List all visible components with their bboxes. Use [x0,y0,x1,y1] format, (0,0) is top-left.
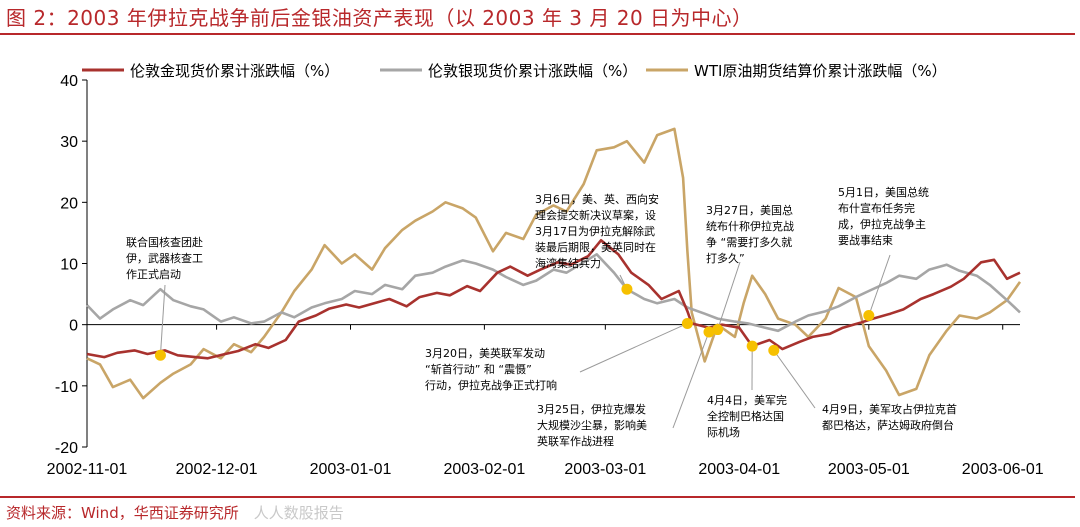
y-tick-label: -20 [55,440,78,457]
annotation-text-may1: 布什宣布任务完 [838,201,915,215]
y-tick-label: 10 [60,257,78,274]
annotation-leader-may1 [868,254,891,316]
annotation-marker-un [154,349,166,361]
legend-label-0: 伦敦金现货价累计涨跌幅（%） [130,62,339,80]
x-tick-label: 2003-05-01 [828,461,910,478]
annotation-leader-mar27 [717,261,741,330]
y-tick-label: 30 [60,134,78,151]
annotation-text-un: 联合国核查团赴 [126,235,203,249]
chart: -20 -10 0 10 20 30 40 2002-11-01 2002-12-01 2003-… [47,62,1044,478]
annotation-text-mar6: 3月6日，美、英、西向安 [535,192,659,206]
annotation-text-mar27: 打多久” [706,251,745,265]
x-tick-label: 2003-04-01 [698,461,780,478]
annotation-leader-apr9 [773,350,816,409]
watermark: 人人数股报告 [253,504,344,522]
series-line-1 [86,253,1021,333]
annotation-text-un: 伊，武器核查工 [126,251,203,265]
annotation-text-mar25: 大规模沙尘暴，影响美 [537,418,647,432]
x-tick-label: 2003-06-01 [962,461,1044,478]
annotation-text-mar25: 英联军作战进程 [537,434,614,448]
annotation-text-apr4: 际机场 [707,425,740,439]
annotation-leader-un [159,284,166,356]
series-line-0 [86,239,1021,360]
source-label: 资料来源： [6,504,82,522]
annotation-text-mar6: 海湾集结兵力 [535,256,601,270]
annotation-marker-apr4 [746,340,758,352]
annotation-text-apr9: 4月9日，美军攻占伊拉克首 [822,402,957,416]
x-tick-label: 2002-11-01 [47,461,128,478]
annotation-leader-mar20 [579,322,688,373]
page-title: 图 2：2003 年伊拉克战争前后金银油资产表现（以 2003 年 3 月 20… [6,6,753,30]
y-tick-label: 40 [60,73,78,90]
legend-label-2: WTI原油期货结算价累计涨跌幅（%） [694,62,947,80]
annotation-marker-mar20 [681,317,693,329]
annotation-marker-mar27 [712,324,724,336]
source-sep: ， [118,504,134,522]
x-tick-label: 2003-02-01 [443,461,525,478]
annotation-text-mar27: 统布什称伊拉克战 [706,219,794,233]
y-tick-label: -10 [55,379,78,396]
annotation-marker-apr9 [768,344,780,356]
annotation-marker-mar25 [703,326,715,338]
y-tick-label: 0 [69,318,78,335]
annotation-text-mar20: 行动，伊拉克战争正式打响 [425,378,557,392]
annotation-text-may1: 要战事结束 [838,234,893,247]
annotation-leader-mar25 [672,331,710,429]
x-tick-label: 2003-03-01 [564,461,646,478]
annotation-text-mar20: 3月20日，美英联军发动 [425,346,545,360]
legend-label-1: 伦敦银现货价累计涨跌幅（%） [428,62,637,80]
series-line-2 [86,127,1022,400]
footer-rule [0,496,1075,498]
annotation-text-un: 作正式启动 [126,268,181,281]
source-wind: Wind [81,504,119,522]
annotation-marker-may1 [863,309,875,321]
x-tick-label: 2003-01-01 [310,461,392,478]
title-rule [0,33,1075,35]
source-note: 资料来源：Wind，华西证券研究所 人人数股报告 [6,502,344,523]
annotation-text-mar6: 装最后期限，美英同时在 [535,240,656,254]
x-tick-label: 2002-12-01 [176,461,258,478]
annotation-text-may1: 5月1日，美国总统 [838,185,929,199]
annotation-text-apr4: 4月4日，美军完 [707,393,787,407]
annotation-text-mar27: 3月27日，美国总 [706,203,793,217]
annotation-text-mar20: “斩首行动” 和 “震慑” [425,362,532,376]
annotation-text-apr9: 都巴格达，萨达姆政府倒台 [822,418,954,432]
annotation-text-mar6: 3月17日为伊拉克解除武 [535,224,655,238]
annotation-text-mar27: 争 “需要打多久就 [706,235,792,249]
annotation-text-mar25: 3月25日，伊拉克爆发 [537,402,646,416]
annotation-marker-mar6 [621,283,633,295]
source-org: 华西证券研究所 [133,504,239,522]
annotation-text-apr4: 全控制巴格达国 [707,409,784,423]
y-tick-label: 20 [60,195,78,212]
annotation-text-mar6: 理会提交新决议草案，设 [535,208,656,222]
annotation-text-may1: 成，伊拉克战争主 [838,217,926,231]
